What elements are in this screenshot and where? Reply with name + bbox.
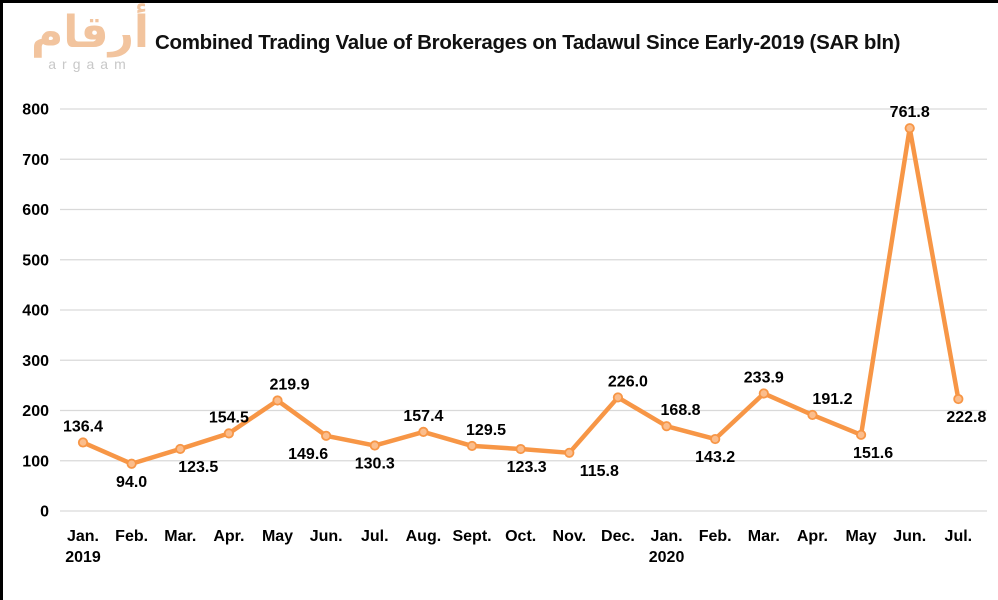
- data-point-label: 168.8: [661, 402, 701, 419]
- data-point-marker: [175, 443, 186, 455]
- data-point-marker: [369, 440, 380, 451]
- x-axis-label: Jun.: [310, 528, 343, 545]
- x-axis-year-label: 2019: [65, 549, 101, 566]
- data-point-label: 130.3: [355, 456, 395, 473]
- data-point-marker: [661, 421, 672, 432]
- data-point-label: 151.6: [853, 445, 893, 462]
- data-point-label: 219.9: [269, 377, 309, 394]
- argaam-logo-wordmark: argaam: [48, 56, 132, 72]
- data-point-marker: [321, 430, 332, 441]
- y-axis-label: 500: [22, 252, 49, 269]
- x-axis-label: Oct.: [505, 528, 536, 545]
- data-point-marker: [272, 395, 283, 406]
- data-point-label: 157.4: [403, 408, 443, 425]
- y-axis-label: 400: [22, 303, 49, 320]
- data-point-label: 123.5: [178, 459, 218, 476]
- data-point-marker: [466, 440, 478, 452]
- x-axis-label: Jul.: [945, 528, 973, 545]
- x-axis-label: May: [262, 528, 293, 545]
- x-axis-label: Jan.: [651, 528, 683, 545]
- data-point-label: 226.0: [608, 373, 648, 390]
- x-axis-label: Aug.: [406, 528, 442, 545]
- data-point-marker: [223, 428, 234, 439]
- y-axis-label: 100: [22, 453, 49, 470]
- data-point-marker: [612, 392, 624, 403]
- data-point-label: 233.9: [744, 369, 784, 386]
- argaam-logo: أرقام argaam: [25, 7, 155, 71]
- data-point-marker: [77, 437, 89, 448]
- line-chart: 0 100 200 300 400 500 600 700 800 Jan. Feb. Mar. Apr…: [22, 102, 987, 566]
- x-axis-label: Apr.: [797, 528, 828, 545]
- y-axis-label: 0: [40, 504, 49, 521]
- data-point-marker: [126, 458, 137, 469]
- x-axis-label: Apr.: [213, 528, 244, 545]
- data-point-marker: [953, 393, 964, 405]
- data-point-marker: [855, 429, 867, 440]
- x-axis-year-label: 2020: [649, 549, 685, 566]
- x-axis-label: Nov.: [553, 528, 586, 545]
- data-point-marker: [515, 443, 526, 455]
- data-point-marker: [758, 388, 769, 399]
- data-point-label: 136.4: [63, 418, 103, 435]
- data-point-label: 115.8: [580, 463, 619, 480]
- data-point-label: 149.6: [288, 446, 328, 463]
- data-point-label: 761.8: [890, 104, 930, 121]
- data-point-label: 123.3: [507, 459, 547, 476]
- data-point-label: 154.5: [209, 409, 249, 426]
- chart-title: Combined Trading Value of Brokerages on …: [155, 31, 901, 54]
- y-axis-label: 600: [22, 202, 49, 219]
- data-point-label: 94.0: [116, 474, 147, 491]
- data-point-marker: [904, 123, 915, 134]
- x-axis-label: May: [846, 528, 877, 545]
- x-axis-label: Mar.: [164, 528, 196, 545]
- data-point-label: 222.8: [946, 409, 986, 426]
- x-axis-label: Jan.: [67, 528, 99, 545]
- x-axis-label: Feb.: [115, 528, 148, 545]
- data-point-label: 143.2: [695, 449, 735, 466]
- x-axis-label: Feb.: [699, 528, 732, 545]
- x-axis-label: Jul.: [361, 528, 389, 545]
- data-point-marker: [710, 433, 721, 445]
- data-point-label: 129.5: [466, 422, 506, 439]
- x-axis-label: Dec.: [601, 528, 635, 545]
- y-axis-label: 200: [22, 403, 49, 420]
- data-point-marker: [807, 409, 818, 421]
- x-axis-label: Mar.: [748, 528, 780, 545]
- data-point-label: 191.2: [812, 391, 852, 408]
- y-axis-label: 800: [22, 102, 49, 119]
- data-point-marker: [418, 426, 429, 438]
- x-axis-label: Sept.: [452, 528, 491, 545]
- x-axis-label: Jun.: [893, 528, 926, 545]
- y-axis-label: 700: [22, 152, 49, 169]
- data-point-marker: [564, 447, 575, 458]
- y-axis-label: 300: [22, 353, 49, 370]
- argaam-logo-arabic-icon: أرقام: [31, 7, 149, 58]
